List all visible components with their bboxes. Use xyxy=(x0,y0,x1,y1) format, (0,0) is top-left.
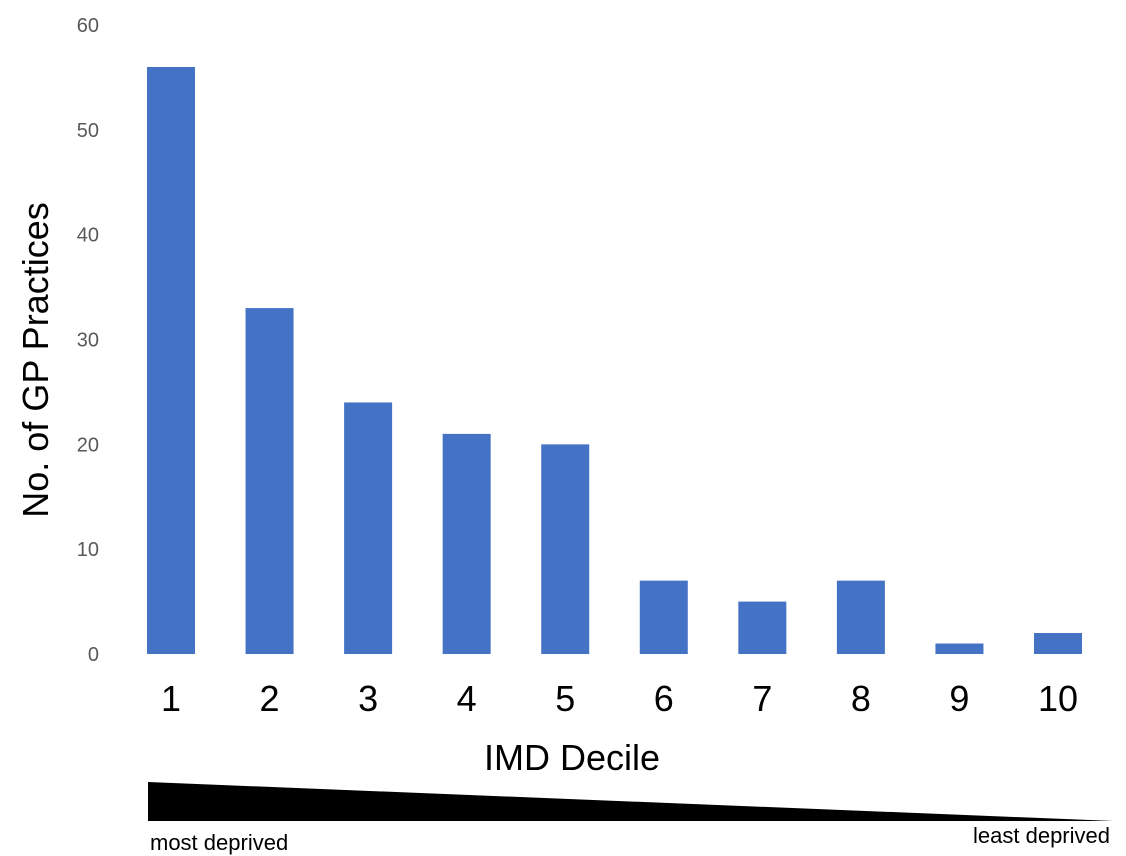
least-deprived-label: least deprived xyxy=(973,823,1110,848)
bars xyxy=(147,67,1082,654)
y-tick-label: 40 xyxy=(77,225,99,247)
x-tick-label: 10 xyxy=(1038,678,1078,719)
x-tick-label: 2 xyxy=(260,678,280,719)
bar xyxy=(147,67,195,654)
most-deprived-label: most deprived xyxy=(150,830,288,855)
y-tick-label: 10 xyxy=(77,539,99,561)
x-tick-label: 5 xyxy=(555,678,575,719)
x-tick-label: 9 xyxy=(949,678,969,719)
y-tick-label: 0 xyxy=(88,644,99,666)
x-axis-title: IMD Decile xyxy=(484,737,660,778)
x-tick-label: 8 xyxy=(851,678,871,719)
x-tick-label: 3 xyxy=(358,678,378,719)
x-axis-ticks: 1 2 3 4 5 6 7 8 9 10 xyxy=(161,678,1078,719)
x-tick-label: 7 xyxy=(752,678,772,719)
bar xyxy=(738,601,787,654)
bar xyxy=(344,402,393,654)
bar xyxy=(541,444,590,654)
bar xyxy=(245,308,294,654)
bar xyxy=(442,433,491,654)
bar xyxy=(1034,633,1082,654)
x-tick-label: 4 xyxy=(457,678,477,719)
y-tick-label: 60 xyxy=(77,15,99,37)
y-tick-label: 20 xyxy=(77,434,99,456)
bar xyxy=(935,643,984,654)
y-tick-label: 50 xyxy=(77,120,99,142)
y-tick-label: 30 xyxy=(77,330,99,352)
x-tick-label: 1 xyxy=(161,678,181,719)
bar xyxy=(639,580,688,654)
y-axis-ticks: 0 10 20 30 40 50 60 xyxy=(77,15,99,666)
y-axis-title: No. of GP Practices xyxy=(15,202,56,517)
x-tick-label: 6 xyxy=(654,678,674,719)
bar xyxy=(836,580,885,654)
deprivation-wedge xyxy=(148,782,1114,821)
